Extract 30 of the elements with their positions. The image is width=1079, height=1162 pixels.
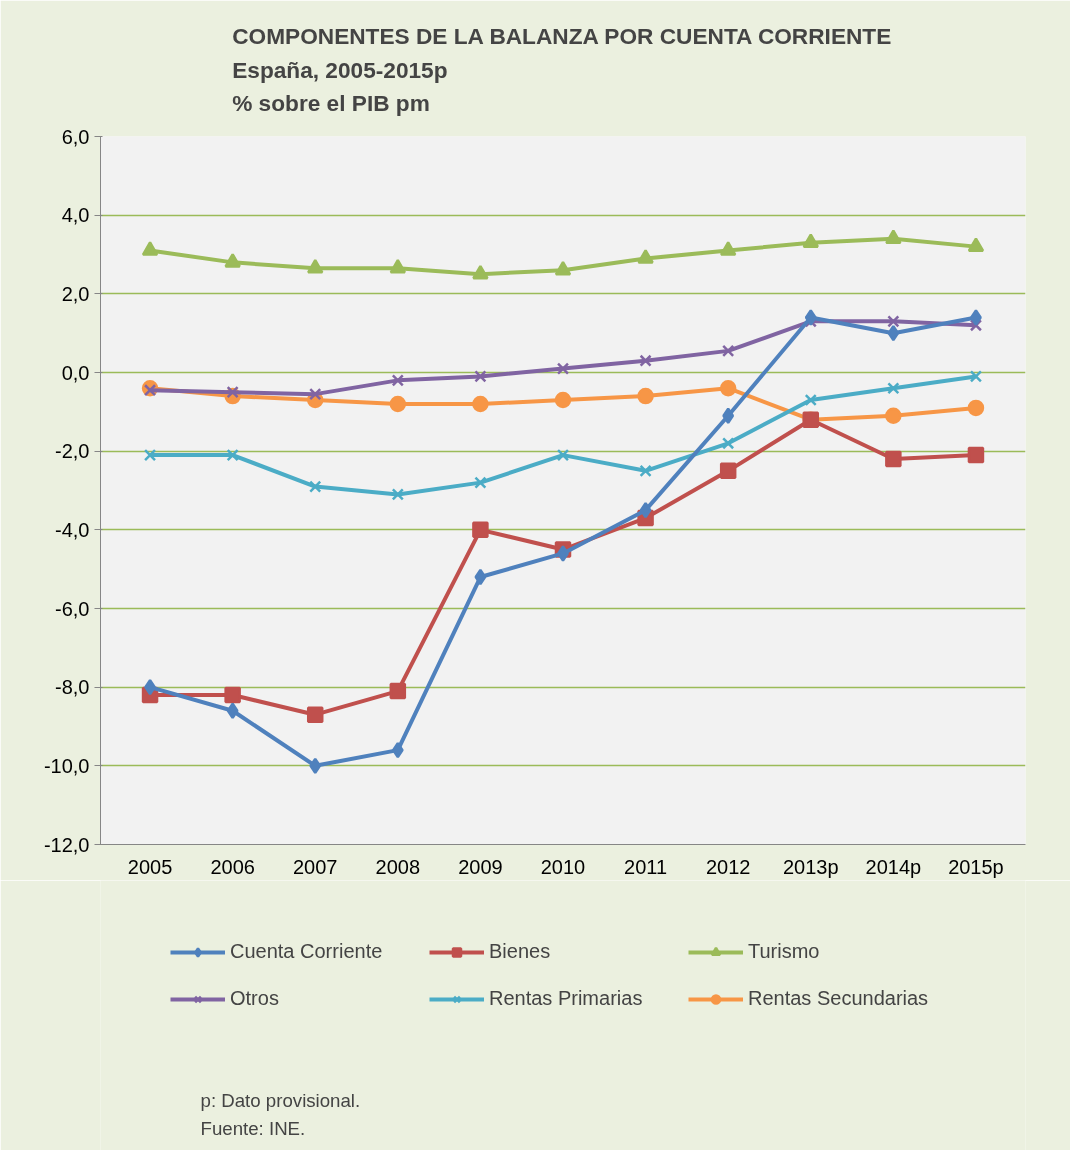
source-note: Fuente: INE. <box>200 1117 306 1139</box>
y-tick-label: 2,0 <box>61 282 90 305</box>
x-tick-label: 2011 <box>624 855 668 878</box>
x-tick-label: 2007 <box>292 855 338 878</box>
x-tick-label: 2012 <box>705 855 751 878</box>
x-tick-label: 2006 <box>210 855 255 878</box>
chart-title: COMPONENTES DE LA BALANZA POR CUENTA CORRIENTE España, 2005-2015p % sobre el PIB pm <box>232 22 892 117</box>
y-tick-label: -2,0 <box>55 440 90 463</box>
y-tick-label: -12,0 <box>43 833 90 856</box>
y-tick-label: 0,0 <box>61 361 90 384</box>
x-tick-label: 2010 <box>540 855 586 878</box>
legend-label: Rentas Secundarias <box>748 987 929 1010</box>
y-tick-label: -10,0 <box>43 754 90 777</box>
x-tick-label: 2014p <box>865 855 922 878</box>
y-tick-label: -6,0 <box>55 597 90 620</box>
y-tick-label: -4,0 <box>55 518 90 541</box>
legend-label: Rentas Primarias <box>489 987 644 1010</box>
x-tick-label: 2015p <box>948 855 1004 878</box>
legend-label: Otros <box>230 987 280 1010</box>
y-tick-label: 6,0 <box>61 125 90 148</box>
x-tick-label: 2005 <box>127 855 173 878</box>
x-tick-label: 2008 <box>375 855 421 878</box>
x-tick-label: 2009 <box>458 855 503 878</box>
legend-label: Turismo <box>748 940 821 963</box>
legend-label: Cuenta Corriente <box>230 940 384 963</box>
legend-label: Bienes <box>489 940 552 963</box>
y-tick-label: -8,0 <box>55 676 90 699</box>
x-tick-label: 2013p <box>782 855 839 878</box>
y-tick-label: 4,0 <box>61 204 90 227</box>
text: p: Dato provisional. <box>200 1089 361 1111</box>
